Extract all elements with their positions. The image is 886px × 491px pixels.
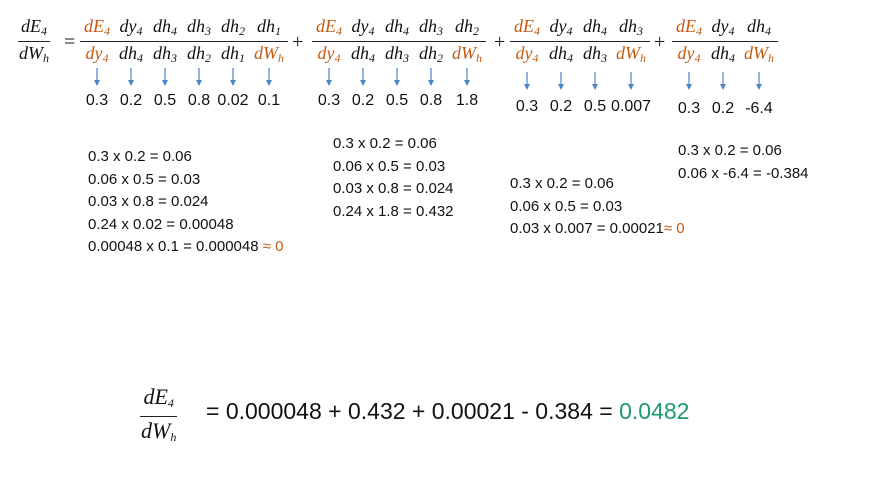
approx-zero: ≈ 0: [262, 238, 284, 255]
term-2-factor-3: dh4 dh3: [380, 16, 414, 69]
term-4-value-1: 0.3: [677, 100, 701, 117]
term-4-factor-3: dh4 dWh: [740, 16, 778, 69]
calculation-line: 0.3 x 0.2 = 0.06: [88, 148, 192, 165]
final-lhs-fraction: dE4 dWh: [140, 384, 178, 451]
term-2-calculation: 0.3 x 0.2 = 0.06 0.06 x 0.5 = 0.03 0.03 x …: [333, 133, 454, 223]
term-2-factor-5: dh2 dWh: [448, 16, 486, 69]
term-2-value-3: 0.5: [385, 92, 409, 109]
term-3-value-3: 0.5: [583, 98, 607, 115]
down-arrow-icon: [428, 68, 434, 86]
term-3-value-4: 0.007: [610, 98, 652, 115]
down-arrow-icon: [720, 72, 726, 90]
term-2-value-2: 0.2: [351, 92, 375, 109]
down-arrow-icon: [128, 68, 134, 86]
calculation-line: 0.24 x 1.8 = 0.432: [333, 202, 454, 220]
term-1-value-4: 0.8: [187, 92, 211, 109]
calculation-line: 0.00048 x 0.1 = 0.000048 ≈ 0: [88, 238, 284, 255]
term-1-value-1: 0.3: [85, 92, 109, 109]
plus-sign: +: [292, 31, 304, 53]
plus-sign: +: [654, 31, 666, 53]
calculation-line: 0.06 x 0.5 = 0.03: [88, 170, 201, 188]
calculation-line: 0.06 x 0.5 = 0.03: [333, 157, 446, 175]
term-2-value-1: 0.3: [317, 92, 341, 109]
calculation-line: 0.06 x 0.5 = 0.03: [510, 197, 623, 215]
term-1-value-2: 0.2: [119, 92, 143, 109]
term-3-factor-4: dh3 dWh: [612, 16, 650, 69]
down-arrow-icon: [360, 68, 366, 86]
calculation-line: 0.03 x 0.8 = 0.024: [333, 180, 454, 197]
term-2-value-5: 1.8: [455, 92, 479, 109]
term-2-factor-1: dE4 dy4: [312, 16, 346, 69]
term-4-value-3: -6.4: [745, 100, 773, 117]
down-arrow-icon: [464, 68, 470, 86]
term-3-factor-2: dy4 dh4: [544, 16, 578, 69]
equals-sign: =: [64, 31, 76, 53]
lhs-fraction: dE4 dWh: [18, 16, 50, 69]
down-arrow-icon: [394, 68, 400, 86]
down-arrow-icon: [230, 68, 236, 86]
term-2-factor-2: dy4 dh4: [346, 16, 380, 69]
calculation-line: 0.03 x 0.8 = 0.024: [88, 193, 209, 210]
term-1-factor-5: dh2 dh1: [216, 16, 250, 69]
down-arrow-icon: [326, 68, 332, 86]
plus-sign: +: [494, 31, 506, 53]
term-4-value-2: 0.2: [711, 100, 735, 117]
final-expression: = 0.000048 + 0.432 + 0.00021 - 0.384 = 0…: [206, 398, 690, 424]
down-arrow-icon: [686, 72, 692, 90]
calculation-line: 0.3 x 0.2 = 0.06: [510, 175, 614, 192]
down-arrow-icon: [94, 68, 100, 86]
term-3-calculation: 0.3 x 0.2 = 0.06 0.06 x 0.5 = 0.03 0.03 x …: [510, 173, 685, 241]
calculation-line: 0.03 x 0.007 = 0.00021≈ 0: [510, 220, 685, 237]
term-1-value-6: 0.1: [257, 92, 281, 109]
down-arrow-icon: [628, 72, 634, 90]
calculation-line: 0.3 x 0.2 = 0.06: [678, 142, 782, 159]
down-arrow-icon: [756, 72, 762, 90]
calculation-line: 0.3 x 0.2 = 0.06: [333, 135, 437, 152]
term-4-factor-2: dy4 dh4: [706, 16, 740, 69]
term-3-value-2: 0.2: [549, 98, 573, 115]
term-3-factor-1: dE4 dy4: [510, 16, 544, 69]
down-arrow-icon: [266, 68, 272, 86]
term-4-calculation: 0.3 x 0.2 = 0.06 0.06 x -6.4 = -0.384: [678, 140, 809, 185]
down-arrow-icon: [592, 72, 598, 90]
term-1-value-5: 0.02: [217, 92, 249, 109]
down-arrow-icon: [524, 72, 530, 90]
term-1-factor-4: dh3 dh2: [182, 16, 216, 69]
term-1-calculation: 0.3 x 0.2 = 0.06 0.06 x 0.5 = 0.03 0.03 x …: [88, 146, 283, 259]
term-1-factor-3: dh4 dh3: [148, 16, 182, 69]
down-arrow-icon: [558, 72, 564, 90]
down-arrow-icon: [162, 68, 168, 86]
term-1-factor-1: dE4 dy4: [80, 16, 114, 69]
term-1-factor-6: dh1 dWh: [250, 16, 288, 69]
term-1-value-3: 0.5: [153, 92, 177, 109]
down-arrow-icon: [196, 68, 202, 86]
term-2-factor-4: dh3 dh2: [414, 16, 448, 69]
term-3-factor-3: dh4 dh3: [578, 16, 612, 69]
final-result: 0.0482: [619, 398, 690, 424]
approx-zero: ≈ 0: [663, 220, 685, 237]
calculation-line: 0.06 x -6.4 = -0.384: [678, 164, 809, 182]
term-4-factor-1: dE4 dy4: [672, 16, 706, 69]
term-1-factor-2: dy4 dh4: [114, 16, 148, 69]
term-3-value-1: 0.3: [515, 98, 539, 115]
calculation-line: 0.24 x 0.02 = 0.00048: [88, 215, 234, 233]
term-2-value-4: 0.8: [419, 92, 443, 109]
